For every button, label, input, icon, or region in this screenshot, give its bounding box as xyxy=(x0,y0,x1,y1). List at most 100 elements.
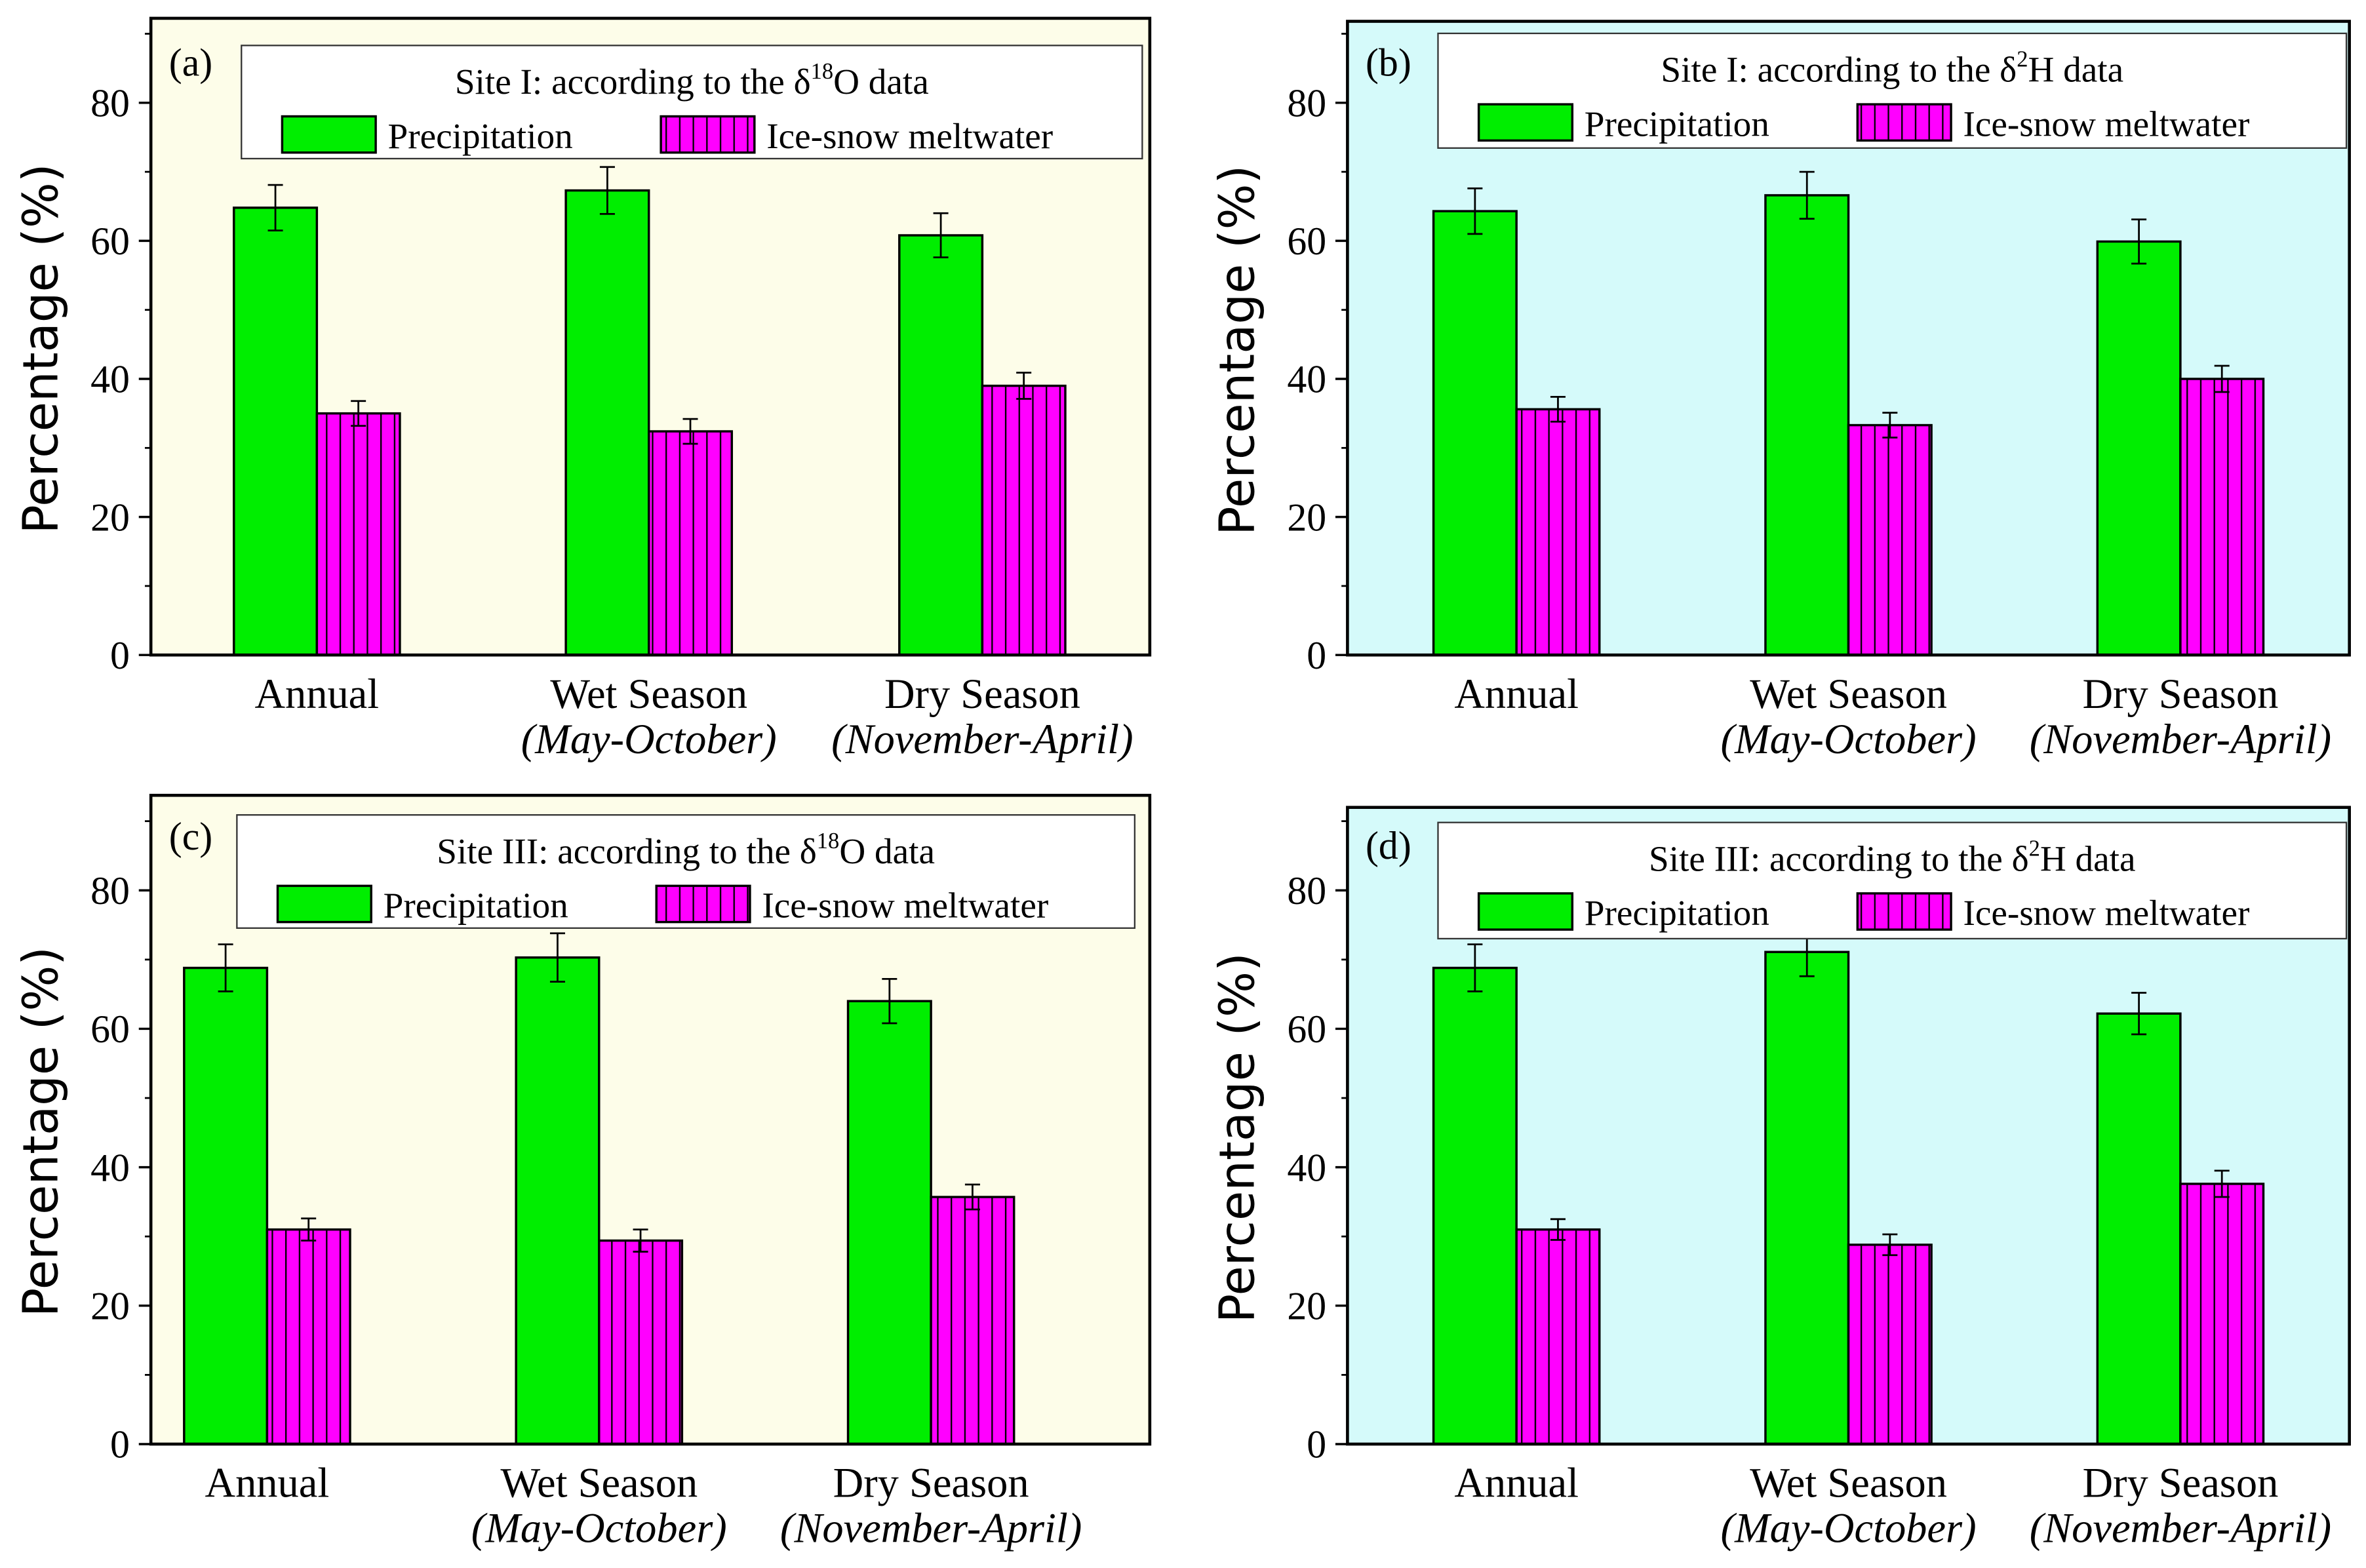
x-category-label: Annual xyxy=(254,671,379,717)
legend-swatch-meltwater xyxy=(1856,892,1952,931)
legend-swatch-meltwater xyxy=(655,884,751,924)
legend-title-end: H data xyxy=(2028,50,2123,90)
y-tick-label: 40 xyxy=(1287,1146,1326,1189)
legend-label-meltwater: Ice-snow meltwater xyxy=(762,886,1048,926)
bar-precipitation xyxy=(1432,210,1518,656)
legend-title-end: O data xyxy=(839,831,935,871)
legend-swatch-precipitation xyxy=(1477,103,1574,142)
x-category-label: Annual xyxy=(205,1460,330,1506)
bar-meltwater xyxy=(1515,1228,1601,1445)
bar-precipitation xyxy=(183,966,269,1445)
legend-title-main: Site I: according to the δ xyxy=(1661,50,2017,90)
x-category-label: Annual xyxy=(1454,671,1579,717)
legend-title-main: Site III: according to the δ xyxy=(1649,838,2029,878)
bar-precipitation xyxy=(846,1000,932,1445)
x-category-sublabel: (November-April) xyxy=(2030,1505,2331,1552)
y-axis-label: Percentage (%) xyxy=(13,947,69,1317)
legend-swatch-precipitation xyxy=(281,115,377,154)
y-tick-label: 0 xyxy=(110,634,130,677)
x-category-label: Dry Season xyxy=(2082,1460,2278,1506)
y-tick-label: 40 xyxy=(90,358,130,401)
bar-meltwater xyxy=(2179,378,2265,656)
legend-label-meltwater: Ice-snow meltwater xyxy=(766,116,1053,156)
y-tick-label: 80 xyxy=(90,82,130,125)
bar-precipitation xyxy=(564,189,650,656)
y-tick-label: 40 xyxy=(1287,358,1326,401)
x-category-sublabel: (November-April) xyxy=(780,1505,1082,1552)
bar-precipitation xyxy=(898,234,984,656)
plot-frame xyxy=(149,793,1152,1446)
bar-meltwater xyxy=(981,384,1067,656)
legend-swatch-precipitation xyxy=(1477,892,1574,931)
legend-title-superscript: 2 xyxy=(2017,47,2028,72)
legend-label-meltwater: Ice-snow meltwater xyxy=(1963,104,2249,144)
legend-label-precipitation: Precipitation xyxy=(388,116,573,156)
legend-swatch-meltwater xyxy=(1856,103,1952,142)
legend-swatch-meltwater xyxy=(660,115,756,154)
x-category-label: Wet Season xyxy=(1750,1460,1947,1506)
x-category-label: Dry Season xyxy=(833,1460,1029,1506)
y-tick-label: 20 xyxy=(1287,496,1326,539)
panel-label: (b) xyxy=(1366,41,1411,84)
y-tick-label: 20 xyxy=(1287,1285,1326,1328)
y-tick-label: 20 xyxy=(90,1285,130,1328)
legend-title-end: O data xyxy=(833,62,929,102)
bar-meltwater xyxy=(2179,1183,2265,1445)
legend-title-main: Site III: according to the δ xyxy=(437,831,817,871)
x-category-sublabel: (May-October) xyxy=(521,716,777,762)
legend-label-precipitation: Precipitation xyxy=(1585,104,1769,144)
y-tick-label: 80 xyxy=(1287,82,1326,125)
legend-label-precipitation: Precipitation xyxy=(1585,893,1769,933)
legend-title: Site III: according to the δ2H data xyxy=(1649,836,2135,878)
y-axis-label: Percentage (%) xyxy=(1210,952,1266,1323)
y-tick-label: 0 xyxy=(1307,634,1326,677)
x-category-sublabel: (May-October) xyxy=(1721,716,1977,762)
panel-label: (d) xyxy=(1366,824,1411,867)
x-category-label: Wet Season xyxy=(550,671,747,717)
legend-title: Site I: according to the δ2H data xyxy=(1661,47,2123,90)
bar-meltwater xyxy=(647,430,734,656)
y-tick-label: 0 xyxy=(1307,1423,1326,1466)
y-tick-label: 80 xyxy=(90,869,130,912)
legend-label-precipitation: Precipitation xyxy=(384,886,568,926)
legend-title: Site III: according to the δ18O data xyxy=(437,829,935,871)
legend-label-meltwater: Ice-snow meltwater xyxy=(1963,893,2249,933)
bar-meltwater xyxy=(930,1196,1015,1445)
legend-title-main: Site I: according to the δ xyxy=(455,62,811,102)
x-category-sublabel: (May-October) xyxy=(471,1505,727,1552)
legend-title: Site I: according to the δ18O data xyxy=(455,59,929,102)
y-tick-label: 20 xyxy=(90,496,130,539)
bar-precipitation xyxy=(1432,966,1518,1445)
bar-precipitation xyxy=(2096,240,2182,656)
x-category-label: Wet Season xyxy=(500,1460,698,1506)
legend-title-end: H data xyxy=(2040,838,2136,878)
legend-title-superscript: 2 xyxy=(2029,836,2040,861)
bar-meltwater xyxy=(266,1228,351,1445)
plot-frame xyxy=(1346,20,2351,657)
bar-meltwater xyxy=(315,412,401,656)
bar-meltwater xyxy=(1847,1244,1933,1445)
bar-precipitation xyxy=(233,206,319,656)
y-tick-label: 60 xyxy=(90,220,130,263)
bar-precipitation xyxy=(2096,1012,2182,1445)
legend-title-superscript: 18 xyxy=(811,59,834,84)
plot-frame xyxy=(149,16,1152,657)
x-category-label: Dry Season xyxy=(2082,671,2278,717)
bar-meltwater xyxy=(1515,408,1601,656)
y-tick-label: 80 xyxy=(1287,869,1326,912)
legend-title-superscript: 18 xyxy=(817,829,840,853)
panel-label: (a) xyxy=(169,41,212,84)
bar-precipitation xyxy=(1764,194,1850,656)
y-axis-label: Percentage (%) xyxy=(1210,165,1266,536)
x-category-label: Wet Season xyxy=(1750,671,1947,717)
y-tick-label: 60 xyxy=(1287,220,1326,263)
y-tick-label: 60 xyxy=(90,1008,130,1051)
x-category-sublabel: (May-October) xyxy=(1721,1505,1977,1552)
plot-frame xyxy=(1346,806,2351,1446)
x-category-sublabel: (November-April) xyxy=(2030,716,2331,762)
